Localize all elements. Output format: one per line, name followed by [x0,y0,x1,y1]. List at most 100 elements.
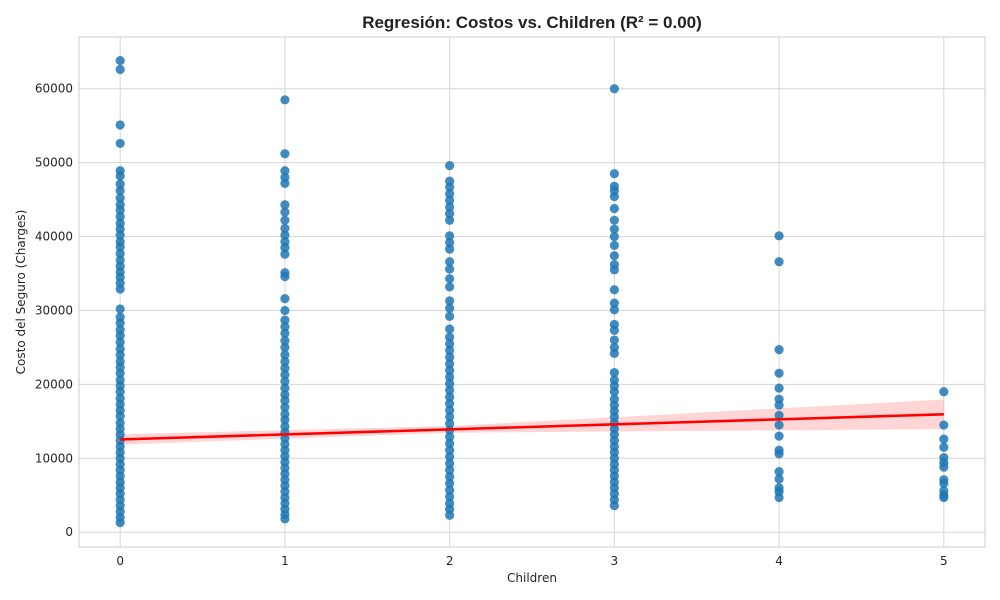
data-point [609,305,619,315]
data-point [445,445,455,455]
data-point [774,449,784,459]
data-point [115,212,125,222]
data-point [280,178,290,188]
data-point [280,149,290,159]
data-point [774,400,784,410]
data-point [280,271,290,282]
regression-line [120,413,944,441]
x-tick-label: 3 [611,554,619,568]
data-point [280,336,290,346]
data-point [609,224,619,234]
data-point [445,244,455,254]
data-point [445,472,455,482]
data-point [445,189,455,199]
data-point [445,282,455,292]
data-point [609,192,619,202]
x-axis-ticks: 0 1 2 3 4 5 [116,554,947,568]
data-point [774,383,784,393]
data-point [280,305,290,316]
y-tick-label: 10000 [35,451,73,465]
data-point [115,230,125,240]
data-point [280,376,290,387]
data-point [939,492,949,503]
data-point [774,492,784,503]
data-point [445,202,455,212]
x-tick-label: 1 [281,554,289,568]
data-point [609,251,619,261]
data-point [939,478,949,489]
data-point [774,345,784,355]
data-point [939,462,949,472]
data-point [280,215,290,225]
data-point [115,56,125,66]
data-point [939,442,949,452]
data-point [609,231,619,242]
gridlines [79,37,985,547]
data-point [280,370,290,380]
x-tick-label: 5 [940,554,948,568]
data-point [609,367,619,378]
plot-area [78,36,986,548]
data-point [115,411,125,421]
data-point [774,474,784,484]
data-point [609,387,619,397]
x-axis-label: Children [507,571,557,585]
data-point [280,315,290,325]
data-point [445,209,455,219]
data-point [445,385,455,395]
data-point [445,339,455,349]
data-point [445,510,455,520]
data-point [445,432,455,442]
data-point [609,215,619,225]
chart-title: Regresión: Costos vs. Children (R² = 0.0… [362,13,702,32]
data-point [445,332,455,342]
data-point [115,518,125,528]
y-tick-label: 40000 [35,230,73,244]
data-point [445,257,455,267]
data-point [609,501,619,511]
data-point [445,161,455,171]
y-tick-label: 60000 [35,82,73,96]
data-point [280,243,290,253]
data-point [115,368,125,378]
data-point [445,412,455,422]
data-point [445,231,455,241]
data-point [280,249,290,259]
data-point [280,166,290,176]
data-point [280,223,290,234]
data-point [115,337,125,347]
data-point [445,399,455,409]
data-point [445,182,455,192]
data-point [445,215,455,225]
data-point [774,467,784,477]
data-point [939,420,949,430]
data-point [445,237,455,248]
data-point [609,265,619,275]
data-point [939,387,949,397]
data-point [280,356,290,367]
y-tick-label: 20000 [35,377,73,391]
data-point [115,186,125,196]
data-point [445,274,455,284]
data-point [609,240,619,251]
data-point [445,345,455,355]
data-point [445,438,455,449]
regression-line-layer [120,413,944,441]
y-tick-label: 50000 [35,156,73,170]
data-point [939,434,949,444]
data-point [445,365,455,375]
y-tick-label: 30000 [35,303,73,317]
data-point [609,169,619,179]
data-point [609,325,619,336]
scatter-points [115,56,949,528]
data-point [115,304,125,314]
data-point [445,465,455,475]
x-tick-label: 4 [775,554,783,568]
data-point [280,322,290,332]
data-point [115,64,125,75]
data-point [445,359,455,369]
data-point [115,242,125,252]
data-point [445,324,455,334]
x-tick-label: 2 [446,554,454,568]
